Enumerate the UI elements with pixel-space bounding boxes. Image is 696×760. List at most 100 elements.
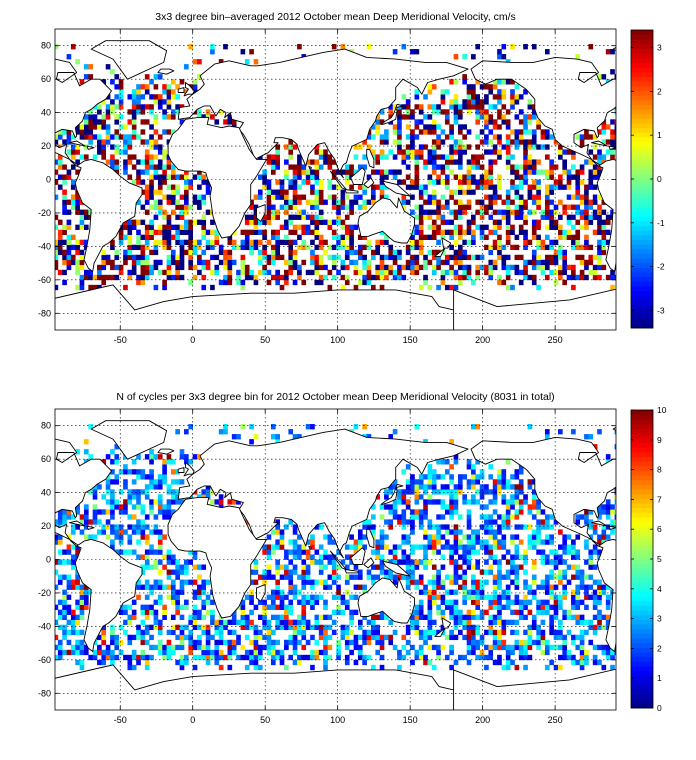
data-cell — [340, 239, 346, 246]
data-cell — [558, 664, 563, 671]
data-cell — [201, 174, 207, 180]
data-cell — [331, 574, 337, 580]
data-cell — [523, 264, 528, 271]
data-cell — [301, 544, 307, 550]
data-cell — [475, 79, 481, 85]
data-cell — [605, 274, 611, 281]
data-cell — [249, 439, 254, 445]
data-cell — [140, 259, 146, 266]
data-cell — [162, 169, 167, 175]
data-cell — [101, 494, 107, 500]
data-cell — [392, 129, 398, 135]
data-cell — [405, 479, 411, 485]
data-cell — [279, 254, 285, 261]
data-cell — [558, 569, 563, 575]
data-cell — [144, 554, 150, 560]
data-cell — [523, 169, 528, 175]
data-cell — [427, 174, 433, 180]
data-cell — [327, 584, 333, 590]
data-cell — [136, 659, 141, 666]
data-cell — [501, 264, 507, 271]
data-cell — [279, 564, 285, 570]
data-cell — [523, 179, 528, 185]
data-cell — [75, 249, 80, 256]
data-cell — [505, 274, 511, 281]
data-cell — [466, 594, 472, 600]
data-cell — [566, 614, 572, 620]
data-cell — [531, 494, 537, 500]
data-cell — [584, 649, 589, 656]
data-cell — [166, 159, 172, 165]
data-cell — [297, 224, 302, 230]
data-cell — [536, 234, 541, 240]
data-cell — [488, 654, 494, 661]
data-cell — [384, 574, 389, 580]
data-cell — [492, 194, 498, 200]
y-tick-label: -60 — [38, 275, 51, 285]
data-cell — [170, 189, 176, 195]
data-cell — [197, 109, 202, 115]
data-cell — [540, 524, 546, 530]
data-cell — [379, 284, 385, 291]
data-cell — [157, 99, 163, 105]
data-cell — [292, 584, 298, 590]
data-cell — [279, 649, 285, 656]
data-cell — [366, 264, 372, 271]
data-cell — [405, 574, 411, 580]
data-cell — [62, 199, 67, 205]
data-cell — [92, 639, 98, 646]
data-cell — [136, 94, 141, 100]
data-cell — [149, 584, 154, 590]
data-cell — [497, 49, 502, 55]
data-cell — [492, 494, 498, 500]
data-cell — [131, 504, 137, 510]
data-cell — [505, 194, 511, 200]
data-cell — [575, 534, 581, 540]
data-cell — [127, 489, 133, 495]
data-cell — [427, 524, 433, 530]
data-cell — [83, 449, 89, 455]
data-cell — [501, 594, 507, 600]
data-cell — [575, 194, 581, 200]
data-cell — [210, 244, 215, 251]
data-cell — [453, 214, 459, 220]
data-cell — [310, 254, 315, 261]
data-cell — [97, 634, 102, 641]
data-cell — [301, 634, 307, 641]
data-cell — [131, 99, 137, 105]
data-cell — [144, 184, 150, 190]
data-cell — [75, 159, 80, 165]
data-cell — [475, 499, 481, 505]
data-cell — [423, 584, 428, 590]
land-polygon — [363, 557, 375, 569]
data-cell — [444, 604, 450, 610]
data-cell — [127, 154, 133, 160]
data-cell — [227, 254, 233, 261]
data-cell — [170, 254, 176, 261]
data-cell — [297, 194, 302, 200]
data-cell — [88, 519, 93, 525]
data-cell — [75, 604, 80, 610]
data-cell — [501, 644, 507, 651]
data-cell — [66, 544, 72, 550]
data-cell — [318, 274, 324, 281]
data-cell — [179, 244, 185, 251]
data-cell — [558, 249, 563, 256]
data-cell — [371, 579, 376, 585]
data-cell — [366, 244, 372, 251]
data-cell — [492, 599, 498, 605]
data-cell — [514, 599, 520, 605]
data-cell — [475, 479, 481, 485]
colorbar-tick-label: 10 — [657, 405, 667, 415]
data-cell — [405, 559, 411, 565]
data-cell — [457, 104, 463, 110]
data-cell — [340, 189, 346, 195]
data-cell — [323, 654, 328, 661]
data-cell — [527, 589, 533, 595]
data-cell — [410, 574, 415, 580]
data-cell — [157, 529, 163, 535]
data-cell — [553, 604, 559, 610]
data-cell — [166, 504, 172, 510]
data-cell — [466, 269, 472, 276]
data-cell — [444, 174, 450, 180]
